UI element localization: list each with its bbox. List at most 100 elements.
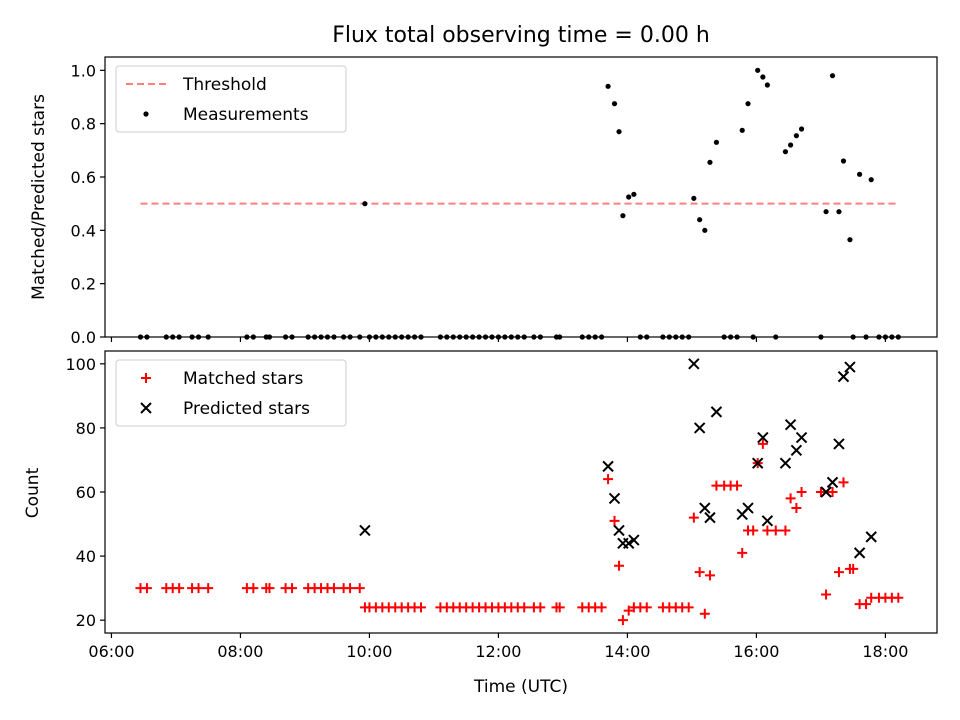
- bottom-series-1-point-9: [699, 502, 711, 514]
- bottom-series-1-point-7: [688, 358, 700, 370]
- bottom-series-0-point-61: [641, 602, 652, 613]
- bottom-series-1-point-21: [820, 486, 832, 498]
- top-ytick-label-1: 0.2: [71, 275, 96, 294]
- bottom-series-0-point-7: [203, 583, 214, 594]
- bottom-y-axis-label: Count: [23, 467, 43, 518]
- bottom-series-1-point-23: [833, 438, 845, 450]
- top-series-0-point-58: [626, 194, 632, 200]
- top-series-0-point-76: [745, 101, 751, 107]
- bottom-xtick-label-6: 18:00: [862, 642, 908, 661]
- bottom-series-0-point-92: [848, 563, 859, 574]
- top-series-0-point-68: [697, 217, 703, 223]
- bottom-series-0-point-74: [732, 480, 743, 491]
- bottom-series-1-point-18: [784, 418, 797, 431]
- bottom-series-0-point-68: [694, 567, 705, 578]
- bottom-series-1-point-22: [826, 476, 839, 489]
- bottom-series-0-point-47: [535, 602, 546, 613]
- bottom-series-0-point-87: [821, 589, 832, 600]
- top-ytick-label-5: 1.0: [71, 61, 96, 80]
- bottom-series-1-point-5: [623, 537, 635, 549]
- bottom-series-0-point-77: [748, 525, 759, 536]
- bottom-series-0-point-54: [603, 474, 614, 485]
- top-series-0-point-56: [616, 129, 622, 135]
- top-series-0-point-79: [760, 74, 766, 80]
- top-series-0-point-93: [857, 171, 863, 177]
- bottom-series-0-point-81: [770, 525, 781, 536]
- top-series-0-point-87: [823, 209, 829, 215]
- bottom-series-1-point-3: [613, 524, 625, 537]
- bottom-series-1-point-6: [628, 534, 640, 546]
- bottom-series-1-point-0: [359, 524, 371, 537]
- top-ytick-label-0: 0.0: [71, 328, 96, 347]
- bottom-series-0-point-86: [815, 487, 826, 497]
- bottom-ytick-label-3: 80: [76, 419, 96, 438]
- bottom-series-0-point-94: [861, 599, 872, 610]
- bottom-legend-label-0: Matched stars: [183, 369, 303, 389]
- top-series-0-point-90: [840, 158, 847, 164]
- bottom-series-0-point-88: [827, 487, 838, 497]
- bottom-series-0-point-66: [683, 602, 694, 613]
- bottom-series-0-point-75: [737, 547, 748, 558]
- top-series-0-point-59: [631, 191, 637, 197]
- top-series-0-point-67: [691, 195, 697, 201]
- bottom-series-1-point-15: [757, 431, 769, 444]
- bottom-series-0-point-80: [762, 525, 773, 536]
- bottom-series-1-point-25: [844, 361, 856, 373]
- top-series-0-point-69: [702, 227, 708, 233]
- top-ytick-label-4: 0.8: [71, 115, 96, 134]
- top-ytick-label-2: 0.4: [71, 221, 96, 240]
- top-series-0-point-55: [611, 101, 618, 107]
- bottom-legend-swatch-0: [141, 373, 151, 383]
- bottom-series-1-point-24: [837, 370, 850, 383]
- bottom-series-0-point-84: [791, 503, 802, 514]
- bottom-series-0-point-6: [193, 583, 204, 594]
- top-series-0-point-54: [605, 83, 611, 89]
- top-legend-swatch-1: [143, 111, 149, 117]
- top-series-0-point-84: [793, 133, 799, 139]
- bottom-series-0-point-21: [354, 583, 365, 594]
- top-series-0-point-78: [755, 67, 761, 73]
- bottom-series-1-point-11: [710, 406, 723, 418]
- bottom-ytick-label-1: 40: [76, 547, 96, 566]
- bottom-series-0-point-31: [416, 602, 427, 613]
- bottom-ytick-label-4: 100: [65, 355, 96, 374]
- bottom-xtick-label-5: 16:00: [733, 642, 779, 661]
- bottom-series-1-point-20: [795, 431, 808, 444]
- bottom-series-1-point-14: [751, 457, 764, 469]
- bottom-series-1-point-17: [779, 457, 792, 469]
- top-series-0-point-75: [739, 127, 745, 133]
- bottom-series-0-point-13: [287, 583, 298, 594]
- top-series-0-point-88: [829, 73, 836, 79]
- bottom-series-0-point-18: [328, 583, 339, 594]
- bottom-series-0-point-83: [785, 493, 796, 504]
- bottom-series-0-point-58: [623, 605, 634, 616]
- bottom-series-0-point-45: [519, 602, 530, 613]
- bottom-xtick-label-4: 14:00: [604, 642, 650, 661]
- bottom-series-0-point-53: [596, 602, 607, 613]
- top-series-0-point-95: [868, 177, 874, 183]
- bottom-series-1-point-16: [761, 515, 774, 527]
- bottom-series-1-point-13: [742, 502, 754, 514]
- bottom-series-0-point-57: [617, 615, 628, 626]
- bottom-series-1-point-19: [790, 444, 803, 457]
- bottom-xtick-label-3: 12:00: [475, 642, 521, 661]
- bottom-ytick-label-0: 20: [76, 611, 96, 630]
- top-series-0-point-71: [713, 139, 720, 145]
- bottom-series-0-point-89: [833, 567, 844, 578]
- bottom-series-0-point-67: [688, 512, 699, 523]
- bottom-legend-label-1: Predicted stars: [183, 399, 310, 419]
- bottom-xtick-label-1: 08:00: [217, 642, 263, 661]
- bottom-xtick-label-0: 06:00: [88, 642, 134, 661]
- bottom-series-0-point-70: [704, 570, 715, 581]
- bottom-series-0-point-56: [614, 560, 625, 571]
- top-legend-label-1: Measurements: [183, 105, 309, 125]
- bottom-legend-box: [115, 359, 347, 427]
- bottom-series-1-point-1: [602, 460, 614, 473]
- top-y-axis-label: Matched/Predicted stars: [29, 94, 49, 300]
- top-series-0-point-80: [764, 82, 770, 88]
- top-series-0-point-70: [707, 159, 713, 165]
- bottom-series-0-point-20: [345, 583, 356, 594]
- top-series-0-point-83: [787, 142, 794, 148]
- top-ytick-label-3: 0.6: [71, 168, 96, 187]
- top-legend-box: [115, 65, 347, 133]
